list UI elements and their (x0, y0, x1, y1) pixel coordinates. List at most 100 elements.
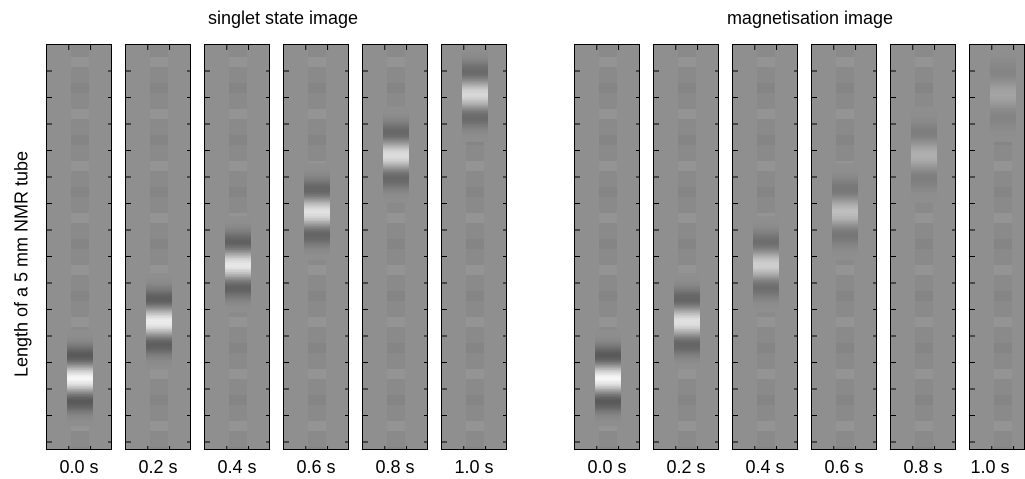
pulse-band (911, 135, 937, 138)
background-ripple (757, 395, 775, 405)
pulse-band (595, 424, 621, 427)
pulse-band (595, 403, 621, 406)
pulse-band (225, 299, 251, 302)
pulse-band (225, 267, 251, 270)
pulse-band (225, 281, 251, 284)
pulse-band (225, 302, 251, 305)
pulse-band (146, 341, 172, 344)
pulse-band (304, 216, 330, 219)
pulse-band (990, 116, 1016, 118)
background-ripple (387, 317, 405, 327)
pulse-band (462, 136, 488, 139)
pulse-band (462, 106, 488, 109)
pulse-band (595, 360, 621, 363)
pulse-band (674, 306, 700, 309)
background-ripple (915, 213, 933, 223)
pulse-band (595, 400, 621, 403)
pulse-band (911, 108, 937, 111)
background-ripple (387, 265, 405, 275)
pulse-band (990, 92, 1016, 94)
pulse-band (383, 161, 409, 163)
pulse-band (225, 259, 251, 262)
background-ripple (757, 83, 775, 93)
pulse-band (146, 311, 172, 314)
pulse-band (911, 189, 937, 192)
background-ripple (229, 317, 247, 327)
pulse-band (304, 248, 330, 251)
pulse-band (462, 98, 488, 101)
pulse-band (304, 163, 330, 166)
pulse-band (832, 182, 858, 185)
pulse-band (146, 314, 172, 317)
background-ripple (150, 187, 168, 197)
pulse-band (832, 174, 858, 177)
pulse-band (146, 353, 172, 355)
pulse-band (674, 314, 700, 317)
pulse-band (753, 225, 779, 228)
background-ripple (915, 447, 933, 449)
pulse-band (146, 313, 172, 315)
pulse-band (304, 166, 330, 169)
pulse-band (67, 347, 93, 350)
pulse-band (67, 350, 93, 353)
pulse-band (146, 333, 172, 336)
pulse-band (832, 185, 858, 188)
pulse-band (383, 141, 409, 144)
pulse-band (225, 291, 251, 294)
pulse-band (595, 366, 621, 369)
pulse-band (304, 201, 330, 204)
pulse-band (674, 348, 700, 351)
pulse-band (462, 119, 488, 122)
pulse-band (67, 358, 93, 361)
pulse-band (753, 309, 779, 311)
pulse-band (753, 273, 779, 276)
pulse-band (911, 129, 937, 131)
pulse-band (225, 225, 251, 228)
pulse-band (304, 225, 330, 228)
pulse-band (595, 357, 621, 359)
pulse-band (146, 367, 172, 370)
pulse-band (674, 303, 700, 306)
background-ripple (71, 213, 89, 223)
pulse-band (595, 408, 621, 411)
pulse-band (225, 217, 251, 220)
pulse-band (67, 368, 93, 371)
pulse-band (146, 322, 172, 325)
pulse-band (753, 281, 779, 284)
pulse-band (753, 269, 779, 271)
background-ripple (757, 447, 775, 449)
background-ripple (678, 57, 696, 67)
background-ripple (150, 395, 168, 405)
pulse-band (911, 199, 937, 202)
pulse-band (383, 170, 409, 173)
pulse-band (595, 401, 621, 404)
pulse-band (595, 371, 621, 374)
pulse-band (911, 201, 937, 203)
pulse-band (990, 79, 1016, 82)
pulse-band (753, 283, 779, 286)
pulse-band (990, 80, 1016, 83)
pulse-band (753, 241, 779, 244)
background-ripple (387, 369, 405, 379)
pulse-band (911, 121, 937, 123)
background-ripple (71, 161, 89, 171)
background-ripple (836, 135, 854, 145)
pulse-band (911, 146, 937, 149)
pulse-band (146, 338, 172, 341)
pulse-band (146, 287, 172, 290)
pulse-band (832, 208, 858, 211)
pulse-band (832, 237, 858, 239)
pulse-band (383, 106, 409, 109)
pulse-band (225, 286, 251, 289)
pulse-band (225, 277, 251, 279)
pulse-band (990, 56, 1016, 59)
pulse-band (383, 199, 409, 202)
pulse-band (462, 138, 488, 141)
pulse-band (146, 305, 172, 307)
pulse-band (67, 390, 93, 393)
pulse-band (146, 306, 172, 309)
background-ripple (757, 109, 775, 119)
background-ripple (599, 265, 617, 275)
pulse-band (383, 117, 409, 120)
pulse-band (674, 357, 700, 360)
